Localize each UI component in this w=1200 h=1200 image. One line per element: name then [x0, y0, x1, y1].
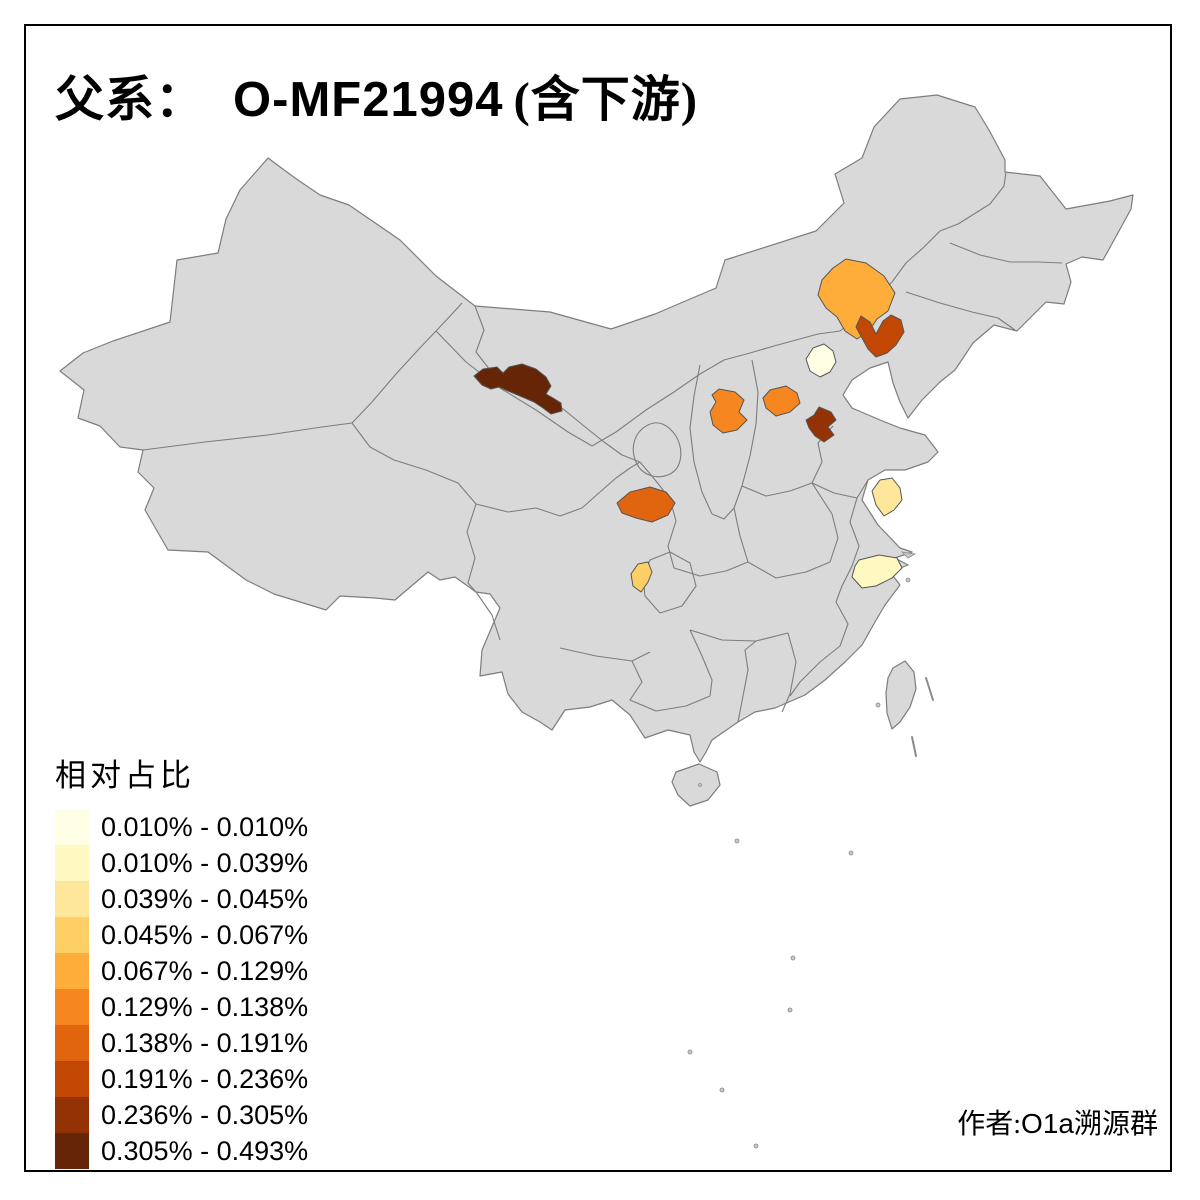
legend-row: 0.010% - 0.010%: [55, 809, 308, 845]
legend-swatch: [55, 989, 89, 1025]
legend: 相对占比 0.010% - 0.010% 0.010% - 0.039% 0.0…: [55, 750, 308, 1169]
region-jiangsu-north: [871, 477, 903, 517]
region-sichuan-central: [630, 561, 653, 593]
title-suffix: (含下游): [513, 72, 699, 127]
region-shanxi: [709, 388, 748, 434]
legend-swatch: [55, 917, 89, 953]
legend-row: 0.191% - 0.236%: [55, 1061, 308, 1097]
legend-rows: 0.010% - 0.010% 0.010% - 0.039% 0.039% -…: [55, 809, 308, 1169]
legend-row: 0.039% - 0.045%: [55, 881, 308, 917]
mainland-china-shape: [59, 94, 1134, 763]
legend-label: 0.138% - 0.191%: [101, 1028, 309, 1058]
legend-row: 0.067% - 0.129%: [55, 953, 308, 989]
legend-swatch: [55, 953, 89, 989]
legend-label: 0.305% - 0.493%: [101, 1136, 309, 1166]
taiwan-island: [885, 660, 917, 730]
legend-swatch: [55, 845, 89, 881]
legend-title: 相对占比: [55, 758, 195, 793]
title-prefix: 父系：: [55, 72, 206, 127]
region-tianjin-hebei-dark: [805, 406, 837, 443]
legend-row: 0.236% - 0.305%: [55, 1097, 308, 1133]
region-jiangsu-south: [851, 554, 903, 589]
region-hexi-darkest: [473, 363, 563, 415]
region-gansu-se: [616, 486, 676, 523]
legend-swatch: [55, 1133, 89, 1169]
region-hebei-sw: [762, 385, 801, 417]
hainan-island: [671, 763, 721, 807]
region-inner-mongolia-se: [817, 258, 896, 340]
page-title: 父系： O-MF21994 (含下游): [55, 60, 698, 131]
legend-swatch: [55, 1097, 89, 1133]
legend-label: 0.129% - 0.138%: [101, 992, 309, 1022]
legend-row: 0.045% - 0.067%: [55, 917, 308, 953]
legend-label: 0.010% - 0.039%: [101, 848, 309, 878]
legend-swatch: [55, 881, 89, 917]
title-haplogroup-code: O-MF21994: [233, 73, 504, 127]
province-borders: [142, 171, 1063, 723]
legend-swatch: [55, 1025, 89, 1061]
legend-row: 0.305% - 0.493%: [55, 1133, 308, 1169]
region-liaoning-west: [855, 314, 905, 358]
legend-label: 0.010% - 0.010%: [101, 812, 309, 842]
attribution: 作者:O1a溯源群: [957, 1102, 1158, 1142]
legend-row: 0.138% - 0.191%: [55, 1025, 308, 1061]
legend-label: 0.191% - 0.236%: [101, 1064, 309, 1094]
region-beijing: [805, 343, 837, 378]
legend-label: 0.045% - 0.067%: [101, 920, 309, 950]
attribution-group-code: O1a: [1021, 1108, 1074, 1139]
colored-regions: [473, 258, 905, 593]
legend-swatch: [55, 809, 89, 845]
legend-row: 0.010% - 0.039%: [55, 845, 308, 881]
legend-row: 0.129% - 0.138%: [55, 989, 308, 1025]
attribution-suffix: 溯源群: [1073, 1109, 1158, 1140]
legend-label: 0.039% - 0.045%: [101, 884, 309, 914]
attribution-prefix: 作者:: [957, 1109, 1022, 1140]
legend-label: 0.067% - 0.129%: [101, 956, 309, 986]
legend-label: 0.236% - 0.305%: [101, 1100, 309, 1130]
sea-islets-and-dashes: [687, 551, 934, 1149]
legend-swatch: [55, 1061, 89, 1097]
